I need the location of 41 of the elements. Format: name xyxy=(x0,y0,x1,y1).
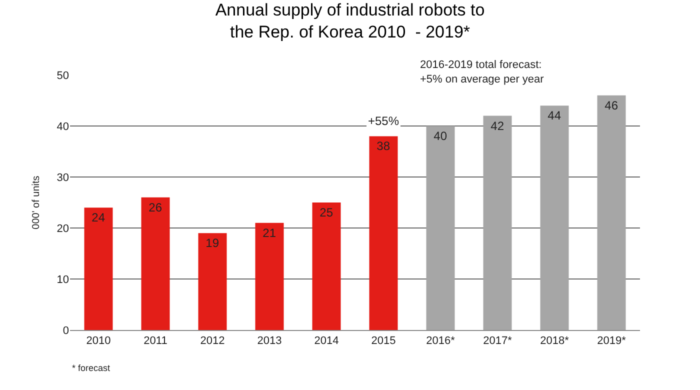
data-label: 25 xyxy=(320,206,334,220)
bar xyxy=(312,202,341,330)
bar xyxy=(426,126,455,330)
y-tick-label: 0 xyxy=(62,324,69,337)
data-label: 19 xyxy=(206,236,220,250)
y-tick-label: 40 xyxy=(56,120,69,133)
y-tick-label: 10 xyxy=(56,274,69,286)
bar xyxy=(255,222,284,330)
data-label: 42 xyxy=(490,118,504,133)
data-label: 46 xyxy=(604,98,618,112)
y-axis-title: 000' of units xyxy=(30,176,42,230)
chart-title: Annual supply of industrial robots to the Rep. of Korea 2010 - 2019* xyxy=(215,0,485,42)
y-tick-label: 50 xyxy=(56,70,69,82)
x-tick-label: 2014 xyxy=(314,335,339,348)
bar xyxy=(369,136,398,330)
bar xyxy=(198,233,227,330)
y-tick-label: 30 xyxy=(56,172,69,184)
data-label: 40 xyxy=(434,129,448,143)
x-tick-label: 2010 xyxy=(86,335,111,348)
bar xyxy=(597,95,626,330)
bar xyxy=(540,106,569,330)
x-tick-label: 2012 xyxy=(200,335,225,348)
y-tick-label: 20 xyxy=(56,222,69,235)
bar xyxy=(141,197,170,330)
x-tick-label: 2011 xyxy=(144,335,168,348)
text: * forecast xyxy=(72,363,111,373)
data-label: 38 xyxy=(376,139,390,154)
x-tick-label: 2018* xyxy=(540,335,570,348)
x-tick-label: 2016* xyxy=(426,335,456,348)
x-tick-label: 2017* xyxy=(483,335,513,348)
x-tick-label: 2015 xyxy=(371,335,396,348)
x-tick-label: 2013 xyxy=(257,335,282,348)
data-label: 26 xyxy=(148,200,162,214)
bar xyxy=(84,208,113,330)
x-tick-label: 2019* xyxy=(597,335,627,348)
data-label: 44 xyxy=(548,108,562,123)
annotation: +55% xyxy=(368,114,400,128)
data-label: 21 xyxy=(262,226,276,240)
annotation: 2016-2019 total forecast: +5% on average per year xyxy=(420,59,544,86)
data-label: 24 xyxy=(92,210,106,225)
bar xyxy=(483,116,512,330)
